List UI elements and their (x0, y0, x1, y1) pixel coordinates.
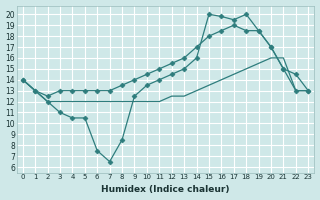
X-axis label: Humidex (Indice chaleur): Humidex (Indice chaleur) (101, 185, 230, 194)
